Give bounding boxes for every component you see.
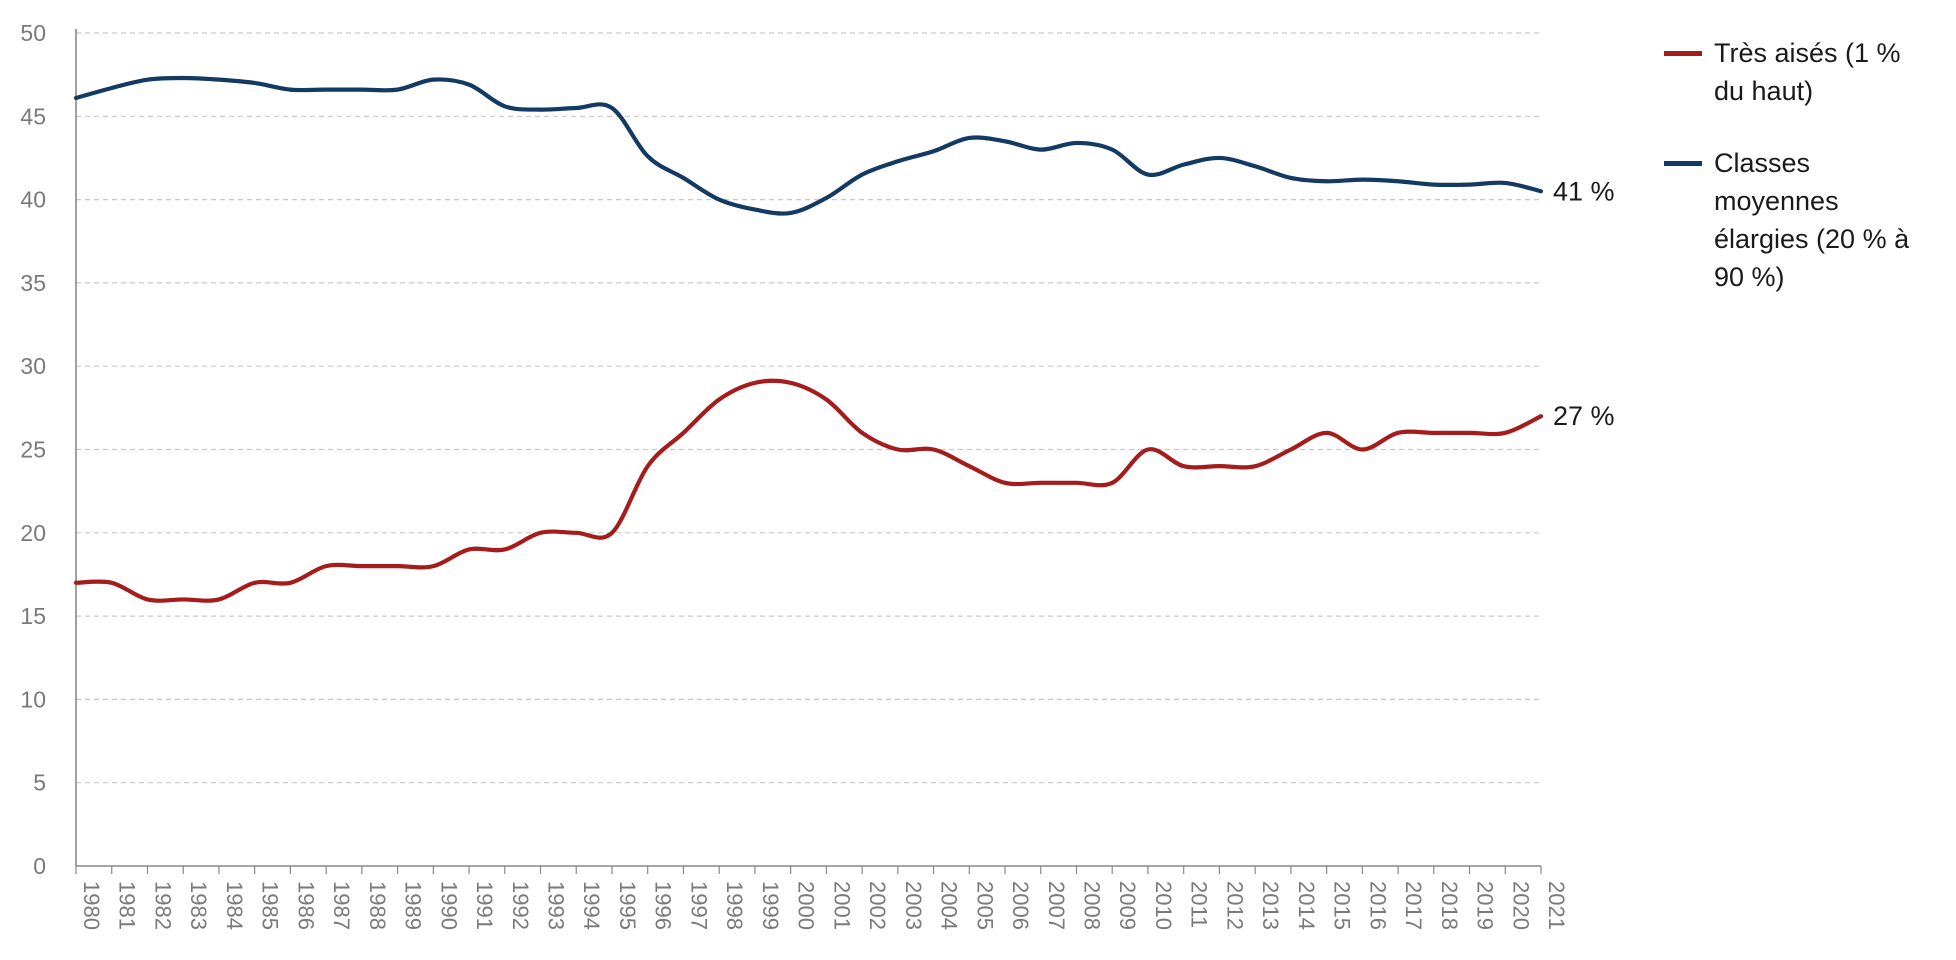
x-tick-label-2018: 2018: [1437, 881, 1462, 930]
x-tick-label-2020: 2020: [1508, 881, 1533, 930]
x-tick-label-2019: 2019: [1473, 881, 1498, 930]
legend-label-classes-moyennes-line-1: Classes: [1714, 148, 1811, 178]
legend-swatch-tres-aises: [1664, 51, 1702, 56]
legend-label-classes-moyennes-line-4: 90 %): [1714, 262, 1785, 292]
x-tick-label-2017: 2017: [1401, 881, 1426, 930]
x-tick-label-1996: 1996: [651, 881, 676, 930]
y-tick-label-20: 20: [20, 520, 46, 546]
x-tick-label-1982: 1982: [150, 881, 175, 930]
x-tick-label-2007: 2007: [1044, 881, 1069, 930]
x-tick-label-2013: 2013: [1258, 881, 1283, 930]
y-tick-label-40: 40: [20, 187, 46, 213]
x-tick-label-2004: 2004: [937, 881, 962, 930]
x-tick-label-1992: 1992: [508, 881, 533, 930]
x-tick-label-2016: 2016: [1365, 881, 1390, 930]
legend: Très aisés (1 % du haut) Classes moyenne…: [1664, 34, 1954, 330]
y-tick-label-45: 45: [20, 103, 46, 129]
x-tick-label-2010: 2010: [1151, 881, 1176, 930]
y-tick-label-0: 0: [33, 853, 46, 879]
legend-item-classes-moyennes: Classes moyennes élargies (20 % à 90 %): [1664, 144, 1954, 296]
x-tick-label-2002: 2002: [865, 881, 890, 930]
x-tick-label-2005: 2005: [972, 881, 997, 930]
x-tick-label-1995: 1995: [615, 881, 640, 930]
x-tick-label-2000: 2000: [794, 881, 819, 930]
x-tick-label-2012: 2012: [1222, 881, 1247, 930]
x-tick-label-2009: 2009: [1115, 881, 1140, 930]
x-tick-label-1991: 1991: [472, 881, 497, 930]
x-tick-label-1981: 1981: [115, 881, 140, 930]
legend-label-classes-moyennes-line-2: moyennes: [1714, 186, 1839, 216]
x-tick-label-1987: 1987: [329, 881, 354, 930]
x-tick-label-2008: 2008: [1079, 881, 1104, 930]
x-tick-label-1985: 1985: [258, 881, 283, 930]
legend-item-tres-aises: Très aisés (1 % du haut): [1664, 34, 1954, 110]
x-tick-label-2015: 2015: [1330, 881, 1355, 930]
legend-label-classes-moyennes-line-3: élargies (20 % à: [1714, 224, 1910, 254]
x-tick-label-1988: 1988: [365, 881, 390, 930]
x-tick-label-1990: 1990: [436, 881, 461, 930]
legend-swatch-classes-moyennes: [1664, 161, 1702, 166]
series-line-classes-moyennes: [73, 75, 1544, 216]
legend-label-tres-aises-line-1: Très aisés (1 %: [1714, 38, 1901, 68]
x-tick-label-2001: 2001: [829, 881, 854, 930]
x-tick-label-1993: 1993: [544, 881, 569, 930]
end-label-classes-moyennes: 41 %: [1553, 176, 1615, 206]
x-tick-label-1999: 1999: [758, 881, 783, 930]
x-tick-label-2021: 2021: [1544, 881, 1569, 930]
x-tick-label-1983: 1983: [186, 881, 211, 930]
x-tick-label-1994: 1994: [579, 881, 604, 930]
x-tick-label-2006: 2006: [1008, 881, 1033, 930]
end-label-tres-aises: 27 %: [1553, 401, 1615, 431]
y-tick-label-10: 10: [20, 686, 46, 712]
x-tick-label-2011: 2011: [1187, 881, 1212, 928]
y-tick-label-50: 50: [20, 20, 46, 46]
x-tick-label-1980: 1980: [79, 881, 104, 930]
x-tick-label-2003: 2003: [901, 881, 926, 930]
x-tick-label-1984: 1984: [222, 881, 247, 930]
y-tick-label-30: 30: [20, 353, 46, 379]
x-tick-label-2014: 2014: [1294, 881, 1319, 930]
x-tick-label-1998: 1998: [722, 881, 747, 930]
x-tick-label-1997: 1997: [686, 881, 711, 930]
x-tick-label-1986: 1986: [293, 881, 318, 930]
y-tick-label-5: 5: [33, 770, 46, 796]
y-tick-label-25: 25: [20, 437, 46, 463]
series-line-tres-aises: [73, 378, 1544, 603]
y-tick-label-35: 35: [20, 270, 46, 296]
y-tick-label-15: 15: [20, 603, 46, 629]
x-tick-label-1989: 1989: [401, 881, 426, 930]
legend-label-tres-aises-line-2: du haut): [1714, 76, 1814, 106]
